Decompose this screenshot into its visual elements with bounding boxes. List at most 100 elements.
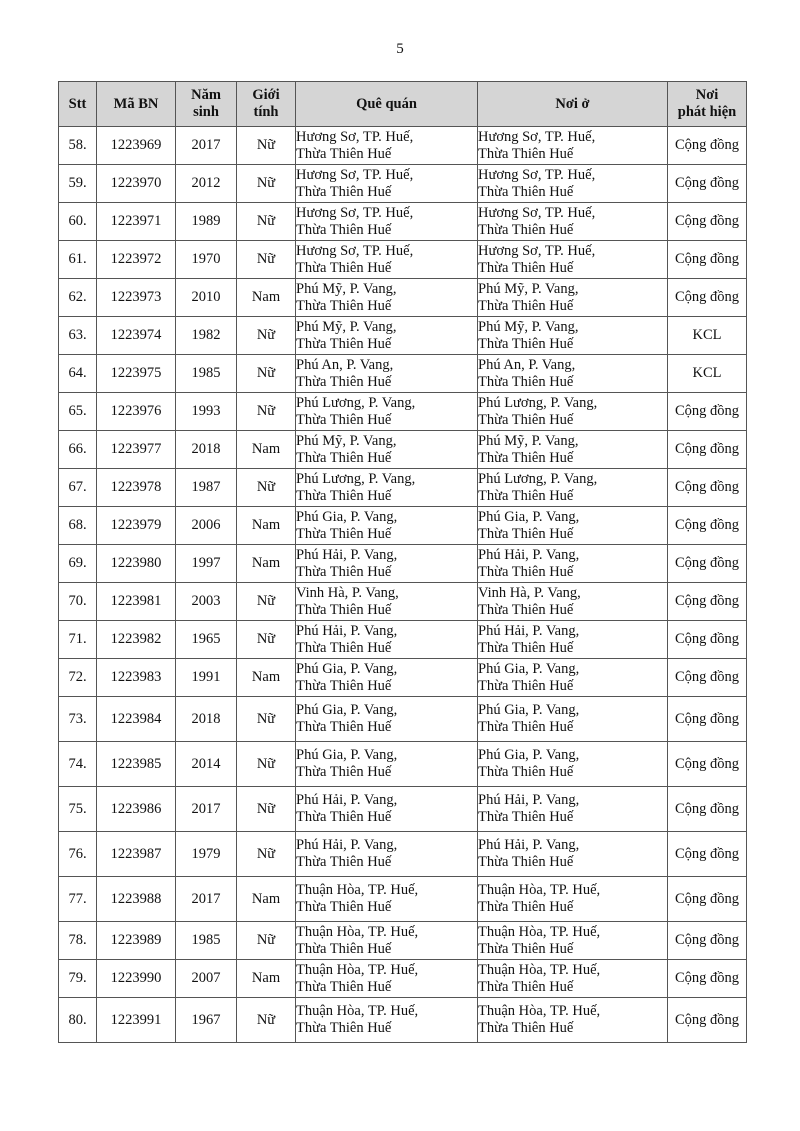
cell-que-quan-line2: Thừa Thiên Huế bbox=[296, 525, 392, 542]
cell-que-quan: Phú Hải, P. Vang, Thừa Thiên Huế bbox=[295, 786, 478, 832]
cell-noi-o: Vinh Hà, P. Vang, Thừa Thiên Huế bbox=[477, 582, 668, 621]
column-header-noi-phat-hien-line2: phát hiện bbox=[677, 104, 737, 120]
cell-noi-o: Hương Sơ, TP. Huế, Thừa Thiên Huế bbox=[477, 240, 668, 279]
cell-stt: 68. bbox=[58, 506, 97, 545]
cell-que-quan-line1: Thuận Hòa, TP. Huế, bbox=[296, 961, 419, 978]
cell-noi-o: Phú Hải, P. Vang, Thừa Thiên Huế bbox=[477, 544, 668, 583]
cell-que-quan-line2: Thừa Thiên Huế bbox=[296, 373, 392, 390]
cell-noi-o-line2: Thừa Thiên Huế bbox=[478, 525, 574, 542]
cell-gioi-tinh: Nữ bbox=[236, 240, 296, 279]
table-row: 75. 1223986 2017 Nữ Phú Hải, P. Vang, Thừa Th… bbox=[58, 786, 747, 832]
cell-gioi-tinh: Nam bbox=[236, 430, 296, 469]
cell-noi-phat-hien: Cộng đồng bbox=[667, 278, 747, 317]
table-row: 62. 1223973 2010 Nam Phú Mỹ, P. Vang, Thừa Th… bbox=[58, 278, 747, 317]
cell-ma-bn: 1223972 bbox=[96, 240, 176, 279]
table-row: 78. 1223989 1985 Nữ Thuận Hòa, TP. Huế, Thừa … bbox=[58, 921, 747, 960]
cell-noi-phat-hien: Cộng đồng bbox=[667, 392, 747, 431]
cell-stt: 71. bbox=[58, 620, 97, 659]
cell-que-quan-line1: Hương Sơ, TP. Huế, bbox=[296, 242, 414, 259]
cell-noi-o-line1: Phú Gia, P. Vang, bbox=[478, 660, 580, 677]
cell-noi-o-line1: Thuận Hòa, TP. Huế, bbox=[478, 1003, 601, 1019]
column-header-nam-sinh-line2: sinh bbox=[193, 104, 219, 120]
table-row: 64. 1223975 1985 Nữ Phú An, P. Vang, Thừa Thi… bbox=[58, 354, 747, 393]
cell-noi-o-line1: Phú Mỹ, P. Vang, bbox=[478, 318, 579, 335]
cell-gioi-tinh: Nam bbox=[236, 544, 296, 583]
cell-stt: 80. bbox=[58, 997, 97, 1043]
cell-noi-o: Phú An, P. Vang, Thừa Thiên Huế bbox=[477, 354, 668, 393]
cell-noi-o-line2: Thừa Thiên Huế bbox=[478, 145, 574, 162]
cell-stt: 64. bbox=[58, 354, 97, 393]
cell-noi-phat-hien: Cộng đồng bbox=[667, 544, 747, 583]
cell-noi-phat-hien: Cộng đồng bbox=[667, 921, 747, 960]
table-row: 67. 1223978 1987 Nữ Phú Lương, P. Vang, Thừa … bbox=[58, 468, 747, 507]
cell-nam-sinh: 2017 bbox=[175, 786, 237, 832]
cell-nam-sinh: 2018 bbox=[175, 696, 237, 742]
cell-ma-bn: 1223986 bbox=[96, 786, 176, 832]
cell-noi-o-line1: Phú Hải, P. Vang, bbox=[478, 622, 580, 639]
cell-que-quan-line2: Thừa Thiên Huế bbox=[296, 854, 392, 870]
cell-nam-sinh: 2014 bbox=[175, 741, 237, 787]
table-row: 60. 1223971 1989 Nữ Hương Sơ, TP. Huế, Thừa T… bbox=[58, 202, 747, 241]
cell-que-quan-line1: Phú Hải, P. Vang, bbox=[296, 837, 398, 853]
cell-noi-o-line2: Thừa Thiên Huế bbox=[478, 764, 574, 780]
cell-ma-bn: 1223983 bbox=[96, 658, 176, 697]
cell-noi-o-line1: Phú An, P. Vang, bbox=[478, 356, 576, 373]
cell-ma-bn: 1223971 bbox=[96, 202, 176, 241]
table-header: Stt Mã BN Năm sinh Giới tính Quê quán bbox=[58, 81, 747, 127]
column-header-noi-o-label: Nơi ở bbox=[555, 95, 590, 112]
cell-que-quan-line1: Thuận Hòa, TP. Huế, bbox=[296, 923, 419, 940]
cell-gioi-tinh: Nữ bbox=[236, 741, 296, 787]
cell-noi-o-line2: Thừa Thiên Huế bbox=[478, 335, 574, 352]
cell-ma-bn: 1223988 bbox=[96, 876, 176, 922]
cell-ma-bn: 1223976 bbox=[96, 392, 176, 431]
cell-gioi-tinh: Nam bbox=[236, 876, 296, 922]
cell-noi-o: Phú Mỹ, P. Vang, Thừa Thiên Huế bbox=[477, 278, 668, 317]
cell-que-quan-line1: Thuận Hòa, TP. Huế, bbox=[296, 1003, 419, 1019]
cell-que-quan: Hương Sơ, TP. Huế, Thừa Thiên Huế bbox=[295, 202, 478, 241]
cell-noi-o-line1: Thuận Hòa, TP. Huế, bbox=[478, 961, 601, 978]
cell-nam-sinh: 2017 bbox=[175, 876, 237, 922]
cell-nam-sinh: 2012 bbox=[175, 164, 237, 203]
table-row: 70. 1223981 2003 Nữ Vinh Hà, P. Vang, Thừa Th… bbox=[58, 582, 747, 621]
column-header-nam-sinh: Năm sinh bbox=[175, 81, 237, 127]
cell-noi-o-line2: Thừa Thiên Huế bbox=[478, 854, 574, 870]
column-header-noi-phat-hien-line1: Nơi bbox=[695, 87, 719, 103]
column-header-gioi-tinh: Giới tính bbox=[236, 81, 296, 127]
cell-noi-o-line1: Hương Sơ, TP. Huế, bbox=[478, 204, 596, 221]
cell-stt: 73. bbox=[58, 696, 97, 742]
cell-noi-o-line2: Thừa Thiên Huế bbox=[478, 259, 574, 276]
cell-que-quan-line1: Phú Mỹ, P. Vang, bbox=[296, 318, 397, 335]
column-header-ma-bn: Mã BN bbox=[96, 81, 176, 127]
cell-gioi-tinh: Nam bbox=[236, 959, 296, 998]
cell-nam-sinh: 1982 bbox=[175, 316, 237, 355]
cell-noi-o-line2: Thừa Thiên Huế bbox=[478, 1020, 574, 1036]
cell-nam-sinh: 1987 bbox=[175, 468, 237, 507]
cell-noi-o: Phú Lương, P. Vang, Thừa Thiên Huế bbox=[477, 468, 668, 507]
cell-nam-sinh: 1985 bbox=[175, 354, 237, 393]
table-row: 72. 1223983 1991 Nam Phú Gia, P. Vang, Thừa T… bbox=[58, 658, 747, 697]
cell-nam-sinh: 2010 bbox=[175, 278, 237, 317]
cell-ma-bn: 1223990 bbox=[96, 959, 176, 998]
cell-stt: 62. bbox=[58, 278, 97, 317]
cell-que-quan: Vinh Hà, P. Vang, Thừa Thiên Huế bbox=[295, 582, 478, 621]
cell-gioi-tinh: Nữ bbox=[236, 921, 296, 960]
cell-noi-phat-hien: Cộng đồng bbox=[667, 240, 747, 279]
cell-que-quan: Phú Gia, P. Vang, Thừa Thiên Huế bbox=[295, 506, 478, 545]
cell-noi-o: Thuận Hòa, TP. Huế, Thừa Thiên Huế bbox=[477, 876, 668, 922]
cell-noi-o-line1: Thuận Hòa, TP. Huế, bbox=[478, 882, 601, 898]
cell-ma-bn: 1223982 bbox=[96, 620, 176, 659]
cell-stt: 59. bbox=[58, 164, 97, 203]
cell-gioi-tinh: Nữ bbox=[236, 468, 296, 507]
cell-noi-o: Phú Gia, P. Vang, Thừa Thiên Huế bbox=[477, 741, 668, 787]
cell-que-quan-line1: Phú Hải, P. Vang, bbox=[296, 546, 398, 563]
cell-noi-o-line1: Hương Sơ, TP. Huế, bbox=[478, 166, 596, 183]
cell-que-quan-line1: Phú Hải, P. Vang, bbox=[296, 622, 398, 639]
cell-que-quan-line1: Phú Mỹ, P. Vang, bbox=[296, 280, 397, 297]
cell-stt: 63. bbox=[58, 316, 97, 355]
table-header-row: Stt Mã BN Năm sinh Giới tính Quê quán bbox=[58, 81, 747, 127]
cell-noi-o-line1: Hương Sơ, TP. Huế, bbox=[478, 128, 596, 145]
cell-noi-phat-hien: Cộng đồng bbox=[667, 430, 747, 469]
cell-nam-sinh: 1993 bbox=[175, 392, 237, 431]
cell-noi-o-line2: Thừa Thiên Huế bbox=[478, 297, 574, 314]
cell-noi-o: Phú Hải, P. Vang, Thừa Thiên Huế bbox=[477, 620, 668, 659]
